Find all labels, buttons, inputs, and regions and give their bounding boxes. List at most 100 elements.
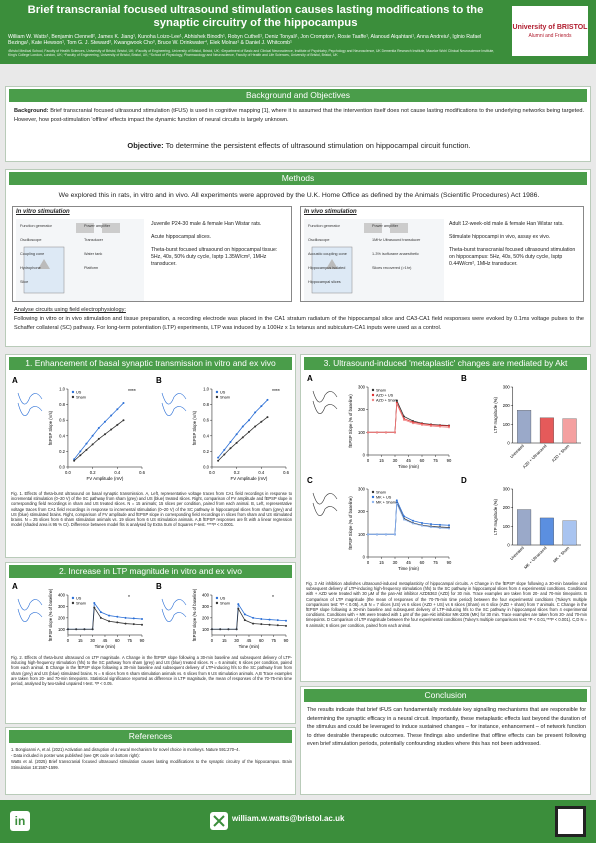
point — [395, 499, 398, 502]
panel-letter: A — [12, 376, 18, 385]
x-tick-label: AZD + Sham — [551, 443, 571, 463]
x-tick-label: 15 — [379, 560, 384, 565]
y-tick-label: 0 — [363, 555, 366, 560]
panel-letter: B — [461, 374, 467, 383]
panel-letter: A — [12, 582, 18, 591]
x-tick-label: 15 — [379, 458, 384, 463]
point — [141, 618, 143, 620]
method-item: Stimulate hippocampi in vivo, assay ex v… — [449, 234, 551, 240]
y-tick-label: 100 — [503, 524, 511, 529]
linkedin-icon[interactable]: in — [10, 811, 30, 831]
point — [395, 502, 398, 505]
x-tick-label: Untreated — [509, 545, 525, 561]
x-tick-label: 15 — [222, 638, 227, 643]
point — [254, 425, 257, 428]
email[interactable]: william.w.watts@bristol.ac.uk — [232, 814, 345, 823]
point — [421, 522, 423, 524]
in-vivo-box: In vivo stimulation Function generator Po… — [300, 206, 584, 302]
point — [439, 425, 441, 428]
legend-label: AZD + Sham — [376, 399, 398, 403]
diagram-label: Coupling cone — [20, 252, 44, 256]
qr-code[interactable] — [555, 806, 586, 837]
x-axis-label: FV Amplitude (mV) — [87, 476, 124, 481]
point — [91, 443, 94, 446]
x-axis-label: Time (min) — [398, 464, 419, 469]
x-tick-label: 0.0 — [209, 470, 215, 475]
annotation: * — [272, 595, 274, 601]
legend-swatch — [371, 500, 375, 504]
methods-panel: Methods We explored this in rats, in vit… — [5, 169, 591, 347]
y-tick-label: 200 — [503, 403, 511, 408]
x-tick-label: 45 — [247, 638, 252, 643]
point — [116, 615, 119, 618]
point — [260, 623, 263, 626]
y-tick-label: 0.0 — [203, 465, 209, 470]
legend-swatch — [215, 596, 219, 600]
point — [116, 423, 119, 426]
x-tick-label: 0 — [211, 638, 214, 643]
x-tick-label: 0.6 — [283, 470, 289, 475]
y-tick-label: 200 — [503, 505, 511, 510]
point — [122, 402, 125, 405]
x-tick-label: 60 — [420, 560, 425, 565]
bar — [539, 417, 554, 444]
x-tick-label: 60 — [259, 638, 264, 643]
diagram-label: Power amplifier — [84, 224, 111, 228]
legend-swatch — [371, 388, 375, 392]
series-line — [73, 419, 124, 462]
x-tick-label: 0.2 — [234, 470, 240, 475]
point — [394, 431, 396, 434]
caption: Fig. 1. Effects of theta-burst ultrasoun… — [11, 491, 292, 528]
point — [403, 515, 405, 518]
y-tick-label: 100 — [358, 532, 366, 537]
x-tick-label: 0.0 — [65, 470, 71, 475]
x-tick-label: 75 — [271, 638, 276, 643]
legend-label: Sham — [220, 396, 230, 400]
x-axis-label: FV Amplitude (mV) — [231, 476, 268, 481]
point — [412, 519, 414, 522]
x-tick-label: 30 — [234, 638, 239, 643]
point — [93, 602, 96, 604]
y-tick-label: 400 — [202, 593, 210, 598]
x-icon[interactable] — [210, 812, 228, 830]
point — [252, 616, 255, 619]
method-item: Theta-burst focused ultrasound on hippoc… — [151, 247, 278, 267]
section3-panel: 3. Ultrasound-induced 'metaplastic' chan… — [300, 354, 591, 682]
analysis-text: Following in vitro or in vivo stimulatio… — [14, 316, 584, 331]
diagram-label: Platform — [84, 266, 98, 270]
section-heading: 1. Enhancement of basal synaptic transmi… — [9, 357, 292, 370]
point — [430, 424, 432, 427]
panel-letter: B — [156, 582, 162, 591]
point — [110, 428, 113, 431]
y-tick-label: 300 — [358, 487, 366, 492]
series-line — [368, 402, 450, 433]
annotation: **** — [128, 389, 136, 395]
y-tick-label: 0.0 — [59, 465, 65, 470]
y-tick-label: 300 — [202, 604, 210, 609]
point — [268, 623, 271, 626]
title: Brief transcranial focused ultrasound st… — [27, 4, 484, 29]
x-tick-label: 0 — [367, 458, 370, 463]
footer: in william.w.watts@bristol.ac.uk — [0, 800, 596, 843]
y-tick-label: 100 — [358, 430, 366, 435]
diagram-label: Power amplifier — [372, 224, 399, 228]
point — [260, 405, 263, 408]
y-axis-label: LTP magnitude (%) — [493, 397, 498, 433]
conclusion-text: The results indicate that brief tFUS can… — [307, 707, 586, 748]
point — [448, 524, 450, 527]
point — [448, 426, 450, 429]
y-tick-label: 300 — [503, 385, 511, 390]
point — [403, 418, 405, 421]
y-tick-label: 200 — [358, 509, 366, 514]
point — [394, 533, 396, 536]
diagram-svg: Function generator Power amplifier Oscillo… — [308, 223, 421, 294]
point — [235, 441, 238, 444]
section-heading: Background and Objectives — [9, 89, 587, 102]
series-line — [368, 500, 450, 535]
text: Brief transcranial focused ultrasound st… — [14, 108, 584, 123]
plot: B 0.0 0.2 0.4 0.6 0.8 1.0 fEPSP Slope (V/s) 0.0 0… — [156, 376, 290, 481]
y-tick-label: 300 — [503, 487, 511, 492]
